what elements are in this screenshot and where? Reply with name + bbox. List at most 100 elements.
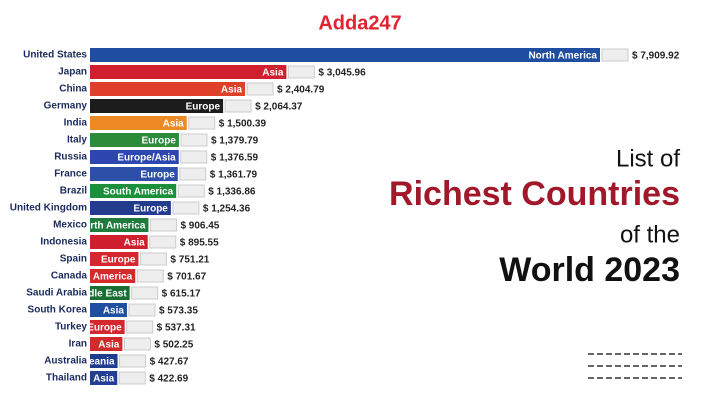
country-label: Mexico <box>53 220 87 231</box>
decoration <box>588 353 682 379</box>
region-label: Asia <box>124 238 146 249</box>
region-label: South America <box>103 187 174 198</box>
bar <box>90 167 178 181</box>
region-label: Europe <box>140 170 175 181</box>
value-label: $ 895.55 <box>180 238 219 249</box>
flag <box>188 116 216 130</box>
country-label: South Korea <box>28 305 88 316</box>
country-label: China <box>59 84 87 95</box>
country-label: India <box>64 118 88 129</box>
value-label: $ 1,336.86 <box>208 187 256 198</box>
value-label: $ 573.35 <box>159 306 198 317</box>
country-label: Turkey <box>55 322 87 333</box>
bar <box>90 269 136 283</box>
value-label: $ 2,404.79 <box>277 85 325 96</box>
headline: Richest Countries <box>389 175 680 213</box>
flag <box>118 371 146 385</box>
value-label: $ 1,379.79 <box>211 136 259 147</box>
country-label: Iran <box>69 339 87 350</box>
value-label: $ 427.67 <box>150 357 189 368</box>
region-label: Asia <box>221 85 243 96</box>
bar <box>90 116 187 130</box>
bar <box>90 48 600 62</box>
flag <box>224 99 252 113</box>
flag <box>601 48 629 62</box>
region-label: rth America <box>90 221 146 232</box>
bar <box>90 337 123 351</box>
value-label: $ 3,045.96 <box>318 68 366 79</box>
value-label: $ 906.45 <box>180 221 219 232</box>
bar <box>90 252 139 266</box>
bar <box>90 82 246 96</box>
flag <box>119 354 147 368</box>
bar <box>90 99 224 113</box>
bar <box>90 303 127 317</box>
flag <box>136 269 164 283</box>
flag <box>131 286 159 300</box>
bar <box>90 286 130 300</box>
bar <box>90 150 179 164</box>
bar <box>90 184 177 198</box>
logo: Adda247 <box>318 12 401 34</box>
region-label: eania <box>89 357 115 368</box>
region-label: dle East <box>88 289 127 300</box>
region-label: Europe/Asia <box>117 153 176 164</box>
country-label: United States <box>23 50 87 61</box>
flag <box>172 201 200 215</box>
value-label: $ 701.67 <box>167 272 206 283</box>
country-label: Spain <box>60 254 87 265</box>
headline: World 2023 <box>499 251 680 289</box>
flag <box>149 218 177 232</box>
country-label: Saudi Arabia <box>26 288 87 299</box>
value-label: $ 615.17 <box>162 289 201 300</box>
region-label: America <box>93 272 133 283</box>
value-label: $ 1,500.39 <box>219 119 267 130</box>
flag <box>149 235 177 249</box>
country-label: Russia <box>54 152 87 163</box>
flag <box>180 150 208 164</box>
headline: List of <box>616 145 680 172</box>
value-label: $ 7,909.92 <box>632 51 680 62</box>
value-label: $ 422.69 <box>149 374 188 385</box>
value-label: $ 1,376.59 <box>211 153 259 164</box>
country-label: Australia <box>44 356 87 367</box>
flag <box>123 337 151 351</box>
country-label: United Kingdom <box>10 203 87 214</box>
country-label: Thailand <box>46 373 87 384</box>
value-label: $ 751.21 <box>170 255 209 266</box>
value-label: $ 2,064.37 <box>255 102 303 113</box>
flag <box>180 133 208 147</box>
value-label: $ 1,254.36 <box>203 204 251 215</box>
bar <box>90 320 125 334</box>
flag <box>246 82 274 96</box>
flag <box>128 303 156 317</box>
bar <box>90 235 148 249</box>
region-label: North America <box>528 51 597 62</box>
region-label: Asia <box>98 340 120 351</box>
value-label: $ 502.25 <box>154 340 193 351</box>
region-label: Europe <box>101 255 136 266</box>
region-label: Asia <box>262 68 284 79</box>
headline: of the <box>620 221 680 248</box>
region-label: Europe <box>142 136 177 147</box>
region-label: Asia <box>103 306 125 317</box>
flag <box>179 167 207 181</box>
region-label: Europe <box>133 204 168 215</box>
country-label: Indonesia <box>40 237 87 248</box>
flag <box>177 184 205 198</box>
flag <box>139 252 167 266</box>
value-label: $ 537.31 <box>157 323 196 334</box>
country-label: Germany <box>44 101 88 112</box>
bar <box>90 133 179 147</box>
country-label: Japan <box>58 67 87 78</box>
region-label: Asia <box>93 374 115 385</box>
bar <box>90 65 287 79</box>
country-label: Brazil <box>60 186 87 197</box>
bar <box>90 218 149 232</box>
region-label: Europe <box>186 102 221 113</box>
country-label: France <box>54 169 87 180</box>
value-label: $ 1,361.79 <box>210 170 258 181</box>
bar <box>90 371 118 385</box>
region-label: Europe <box>87 323 122 334</box>
